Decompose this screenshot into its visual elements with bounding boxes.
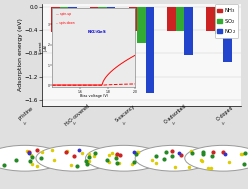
Bar (146, 7, 154, 93)
Bar (90, 7, 98, 40)
Text: pristine: pristine (18, 106, 35, 121)
Text: S-vacancy: S-vacancy (115, 104, 136, 123)
Circle shape (0, 145, 63, 171)
Bar (137, 7, 146, 43)
Bar (51, 7, 60, 32)
Text: O-adsorbed: O-adsorbed (163, 103, 187, 124)
Bar (184, 7, 193, 54)
Bar (215, 7, 223, 34)
Legend: NH$_3$, SO$_2$, NO$_2$: NH$_3$, SO$_2$, NO$_2$ (215, 4, 238, 38)
Bar (176, 7, 184, 31)
Circle shape (86, 145, 162, 171)
Circle shape (185, 145, 248, 171)
Circle shape (135, 145, 212, 171)
Circle shape (36, 145, 113, 171)
Bar (98, 7, 107, 46)
Bar (223, 7, 232, 62)
Text: H$_2$O-covered: H$_2$O-covered (62, 101, 93, 129)
Bar (167, 7, 176, 31)
Bar (206, 7, 215, 31)
Bar (107, 7, 115, 52)
Bar (60, 7, 68, 31)
Bar (128, 7, 137, 31)
Bar (68, 7, 77, 52)
Y-axis label: Adsorption energy (eV): Adsorption energy (eV) (18, 18, 23, 91)
Text: O-doped: O-doped (215, 105, 234, 122)
